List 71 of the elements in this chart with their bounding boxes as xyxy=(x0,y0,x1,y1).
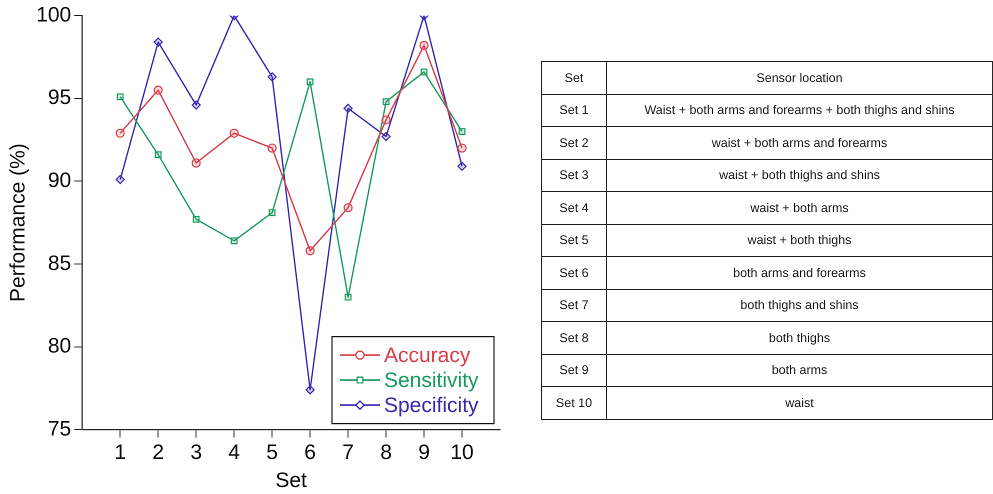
point xyxy=(344,294,352,301)
point xyxy=(268,209,276,216)
point xyxy=(116,128,125,138)
point xyxy=(381,132,391,142)
y-tick-label: 75 xyxy=(48,417,72,440)
text: Set 2 xyxy=(542,126,606,159)
point xyxy=(419,40,429,50)
x-tick-label: 10 xyxy=(450,440,474,464)
text: Set 5 xyxy=(542,224,606,256)
text: Set 7 xyxy=(542,289,606,322)
point xyxy=(192,100,201,110)
point xyxy=(154,151,162,158)
x-axis-title: Set xyxy=(275,469,308,492)
point xyxy=(116,93,124,100)
x-tick-label: 8 xyxy=(380,440,392,464)
text: both thighs xyxy=(606,322,992,354)
point xyxy=(306,385,315,394)
point xyxy=(381,115,391,125)
text: Set 10 xyxy=(542,386,606,419)
legend-label: Specificity xyxy=(384,394,480,417)
x-tick-label: 3 xyxy=(190,440,202,464)
text: both thighs and shins xyxy=(606,289,992,322)
point xyxy=(457,143,467,153)
text: both arms and forearms xyxy=(606,256,992,289)
text: waist + both arms xyxy=(606,192,992,224)
y-axis-title: Performance (%) xyxy=(6,143,30,302)
point xyxy=(458,128,466,135)
point xyxy=(268,143,277,153)
y-tick-label: 100 xyxy=(36,3,72,26)
x-tick-label: 2 xyxy=(152,440,164,464)
x-tick-label: 6 xyxy=(304,440,316,464)
x-tick-label: 5 xyxy=(266,440,278,464)
point xyxy=(230,237,238,244)
text: waist xyxy=(606,386,992,419)
point xyxy=(343,203,353,212)
y-tick-label: 85 xyxy=(48,252,72,275)
point xyxy=(343,104,353,113)
text: Set 8 xyxy=(542,322,606,354)
y-tick-label: 80 xyxy=(48,334,72,358)
x-tick-label: 1 xyxy=(114,440,126,464)
point xyxy=(230,128,239,138)
legend-label: Sensitivity xyxy=(384,368,480,392)
text: Set 6 xyxy=(542,256,606,289)
x-tick-label: 7 xyxy=(342,440,354,464)
x-tick-label: 9 xyxy=(418,440,430,464)
point xyxy=(116,174,125,184)
point xyxy=(306,246,315,256)
text: Set xyxy=(542,62,606,94)
point xyxy=(306,78,314,86)
point xyxy=(457,162,467,171)
point xyxy=(192,216,200,223)
text: Set 1 xyxy=(542,94,606,126)
text: Waist + both arms and forearms + both thighs and shins xyxy=(606,94,992,126)
text: waist + both thighs and shins xyxy=(606,159,992,192)
text: Set 4 xyxy=(542,192,606,224)
text: both arms xyxy=(606,354,992,386)
point xyxy=(268,72,277,82)
text: Sensor location xyxy=(606,62,992,94)
legend-label: Accuracy xyxy=(384,344,471,367)
point xyxy=(420,68,428,76)
point xyxy=(154,86,163,95)
point xyxy=(192,158,201,168)
text: waist + both arms and forearms xyxy=(606,126,992,159)
point xyxy=(382,98,390,106)
text: Set 9 xyxy=(542,354,606,386)
x-tick-label: 4 xyxy=(228,440,240,464)
text: waist + both thighs xyxy=(606,224,992,256)
y-tick-label: 90 xyxy=(48,168,72,192)
point xyxy=(154,37,163,47)
y-tick-label: 95 xyxy=(48,86,72,110)
text: Set 3 xyxy=(542,159,606,192)
